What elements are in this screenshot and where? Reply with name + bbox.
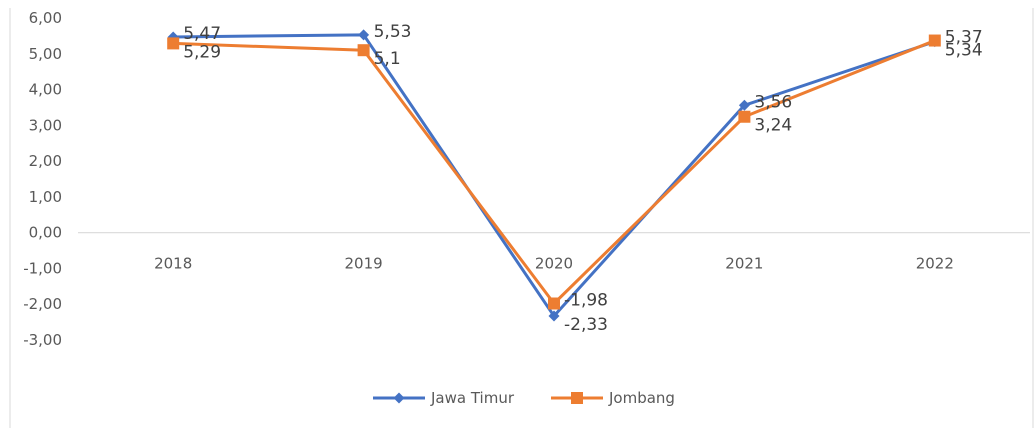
data-label: 5,37 [945,28,983,48]
series-point [548,310,560,322]
y-tick-label: -2,00 [23,295,62,313]
data-label: -1,98 [564,291,608,311]
data-label: 5,1 [374,49,401,69]
series-point [571,392,583,404]
series-point [167,37,180,50]
series-point [928,34,941,47]
series-point [738,99,750,111]
y-tick-label: 4,00 [29,81,62,99]
series-point [393,392,405,404]
x-tick-label: 2019 [345,255,383,273]
chart-data-labels: 5,47 5,53 -2,33 3,56 5,34 5,29 5,1 -1,98 3,24 5,3… [183,22,982,335]
data-label: -2,33 [564,315,608,335]
legend-label: Jombang [608,389,675,407]
data-label: 3,56 [754,92,792,112]
legend-item: Jombang [551,389,675,407]
chart-axes: 6,00 5,00 4,00 3,00 2,00 1,00 0,00 -1,00 -2,00 -3… [23,9,1030,349]
y-tick-label: -3,00 [23,331,62,349]
series-point [548,297,560,310]
data-label: 3,24 [754,116,792,136]
series-point [357,44,370,57]
y-tick-label: 3,00 [29,116,62,134]
series-line [173,33,936,318]
chart-series [167,29,941,322]
legend-label: Jawa Timur [430,389,515,407]
data-label: 5,53 [374,22,412,42]
series-jombang [167,34,941,310]
y-tick-label: -1,00 [23,259,62,277]
y-tick-label: 6,00 [29,9,62,27]
y-tick-label: 5,00 [29,45,62,63]
y-tick-label: 1,00 [29,188,62,206]
legend-item: Jawa Timur [373,389,515,407]
series-point [738,110,751,123]
data-label: 5,29 [183,42,221,62]
data-label: 5,47 [183,24,221,44]
x-tick-label: 2020 [535,255,573,273]
x-tick-label: 2022 [916,255,954,273]
x-tick-label: 2021 [725,255,763,273]
y-tick-label: 0,00 [29,224,62,242]
chart-legend: Jawa Timur Jombang [373,389,675,407]
data-label: 5,34 [945,41,983,61]
chart-frame [9,8,1034,428]
x-tick-label: 2018 [154,255,192,273]
series-point [358,29,370,41]
series-jawa-timur [167,29,941,322]
y-tick-label: 2,00 [29,152,62,170]
